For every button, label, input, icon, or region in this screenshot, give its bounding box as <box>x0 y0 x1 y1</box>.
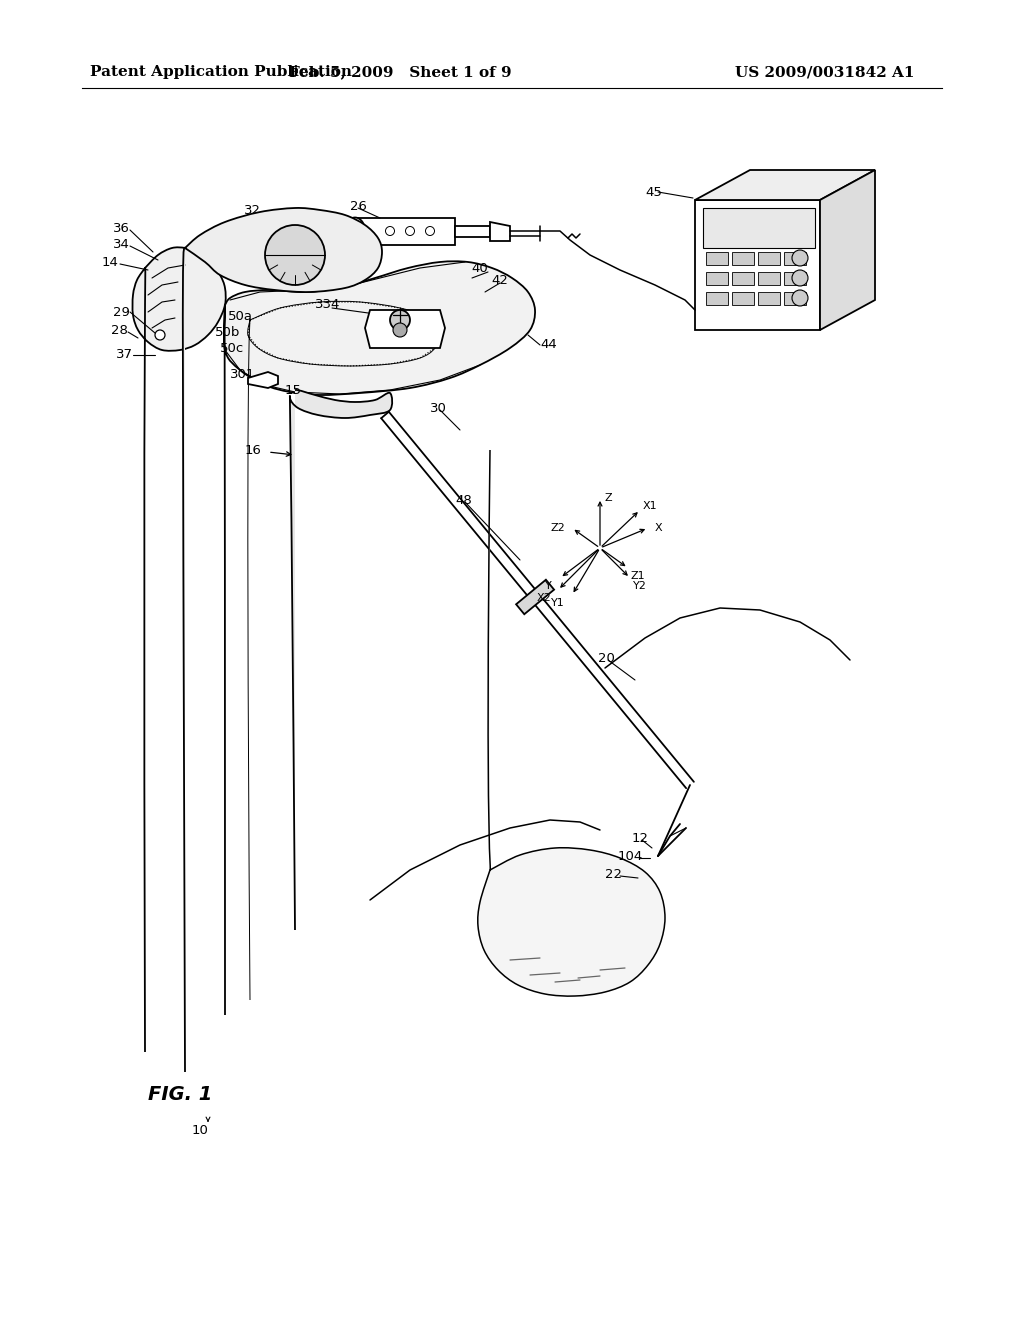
Text: 16: 16 <box>245 444 262 457</box>
Text: 22: 22 <box>605 867 622 880</box>
Text: X2: X2 <box>537 593 551 603</box>
Text: 48: 48 <box>455 494 472 507</box>
PathPatch shape <box>224 261 536 395</box>
PathPatch shape <box>478 847 665 997</box>
Text: 40: 40 <box>472 261 488 275</box>
PathPatch shape <box>290 389 392 418</box>
Text: 10: 10 <box>191 1123 209 1137</box>
Text: Y1: Y1 <box>551 598 565 609</box>
Polygon shape <box>365 310 445 348</box>
Polygon shape <box>732 292 754 305</box>
Circle shape <box>155 330 165 341</box>
Text: Y: Y <box>545 581 551 591</box>
Text: 44: 44 <box>540 338 557 351</box>
Polygon shape <box>695 201 820 330</box>
Text: 28: 28 <box>112 323 128 337</box>
Text: 26: 26 <box>349 199 367 213</box>
Polygon shape <box>820 170 874 330</box>
Text: 32: 32 <box>244 203 260 216</box>
Circle shape <box>792 290 808 306</box>
Text: Z: Z <box>604 492 611 503</box>
Polygon shape <box>784 292 806 305</box>
Text: 15: 15 <box>285 384 302 396</box>
Polygon shape <box>758 292 780 305</box>
Polygon shape <box>706 272 728 285</box>
Polygon shape <box>490 222 510 242</box>
Polygon shape <box>355 218 455 246</box>
Text: 34: 34 <box>113 238 130 251</box>
Text: US 2009/0031842 A1: US 2009/0031842 A1 <box>735 65 914 79</box>
Circle shape <box>393 323 407 337</box>
Text: 20: 20 <box>598 652 614 664</box>
Polygon shape <box>784 252 806 265</box>
Polygon shape <box>248 372 278 388</box>
Text: Z2: Z2 <box>551 523 565 533</box>
Circle shape <box>406 227 415 235</box>
Text: X: X <box>654 523 662 533</box>
PathPatch shape <box>132 247 225 351</box>
Text: 50c: 50c <box>220 342 245 355</box>
Polygon shape <box>732 252 754 265</box>
Polygon shape <box>695 170 874 201</box>
Text: 104: 104 <box>618 850 643 862</box>
Text: Z1: Z1 <box>631 572 645 581</box>
Text: 37: 37 <box>116 348 133 362</box>
Text: X1: X1 <box>643 502 657 511</box>
Text: 50a: 50a <box>228 309 253 322</box>
Polygon shape <box>703 209 815 248</box>
Circle shape <box>792 271 808 286</box>
Circle shape <box>390 310 410 330</box>
Text: FIG. 1: FIG. 1 <box>148 1085 212 1105</box>
Circle shape <box>792 249 808 267</box>
Text: Feb. 5, 2009   Sheet 1 of 9: Feb. 5, 2009 Sheet 1 of 9 <box>289 65 511 79</box>
Polygon shape <box>758 272 780 285</box>
Text: 30: 30 <box>430 401 446 414</box>
Text: 29: 29 <box>113 305 130 318</box>
Text: 14: 14 <box>101 256 118 268</box>
Polygon shape <box>784 272 806 285</box>
Polygon shape <box>758 252 780 265</box>
Text: Y2: Y2 <box>633 581 647 591</box>
Polygon shape <box>706 252 728 265</box>
Text: 50b: 50b <box>215 326 241 338</box>
Text: 45: 45 <box>645 186 662 198</box>
Circle shape <box>426 227 434 235</box>
Text: 334: 334 <box>315 298 340 312</box>
Polygon shape <box>706 292 728 305</box>
Polygon shape <box>455 226 490 238</box>
Text: 36: 36 <box>113 222 130 235</box>
Text: 301: 301 <box>230 368 255 381</box>
Text: Patent Application Publication: Patent Application Publication <box>90 65 352 79</box>
Circle shape <box>385 227 394 235</box>
Text: 12: 12 <box>632 832 649 845</box>
Ellipse shape <box>345 218 365 244</box>
Polygon shape <box>732 272 754 285</box>
Text: 42: 42 <box>492 273 509 286</box>
PathPatch shape <box>183 209 382 292</box>
Polygon shape <box>516 579 554 614</box>
Circle shape <box>265 224 325 285</box>
